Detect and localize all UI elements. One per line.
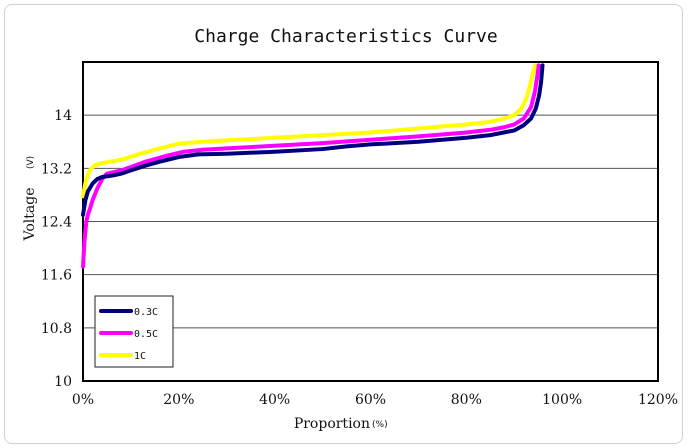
legend-label: 1C: [134, 351, 146, 362]
legend-label: 0.3C: [134, 307, 158, 318]
chart-title: Charge Characteristics Curve: [194, 26, 497, 47]
y-tick-label: 11.6: [41, 268, 72, 284]
y-tick-label: 13.2: [41, 161, 72, 177]
x-tick-label: 120%: [638, 392, 678, 408]
y-tick-label: 14: [54, 108, 72, 124]
y-tick-label: 10: [54, 374, 72, 390]
y-axis-unit: (V): [26, 156, 36, 169]
y-tick-label: 10.8: [41, 321, 72, 337]
x-axis-unit: (%): [372, 420, 388, 430]
x-tick-label: 100%: [542, 392, 582, 408]
x-axis-title: Proportion: [294, 416, 370, 432]
series-layer: [83, 65, 543, 266]
x-tick-label: 80%: [451, 392, 482, 408]
x-tick-label: 0%: [72, 392, 94, 408]
x-tick-label: 40%: [259, 392, 290, 408]
legend-label: 0.5C: [134, 329, 158, 340]
y-axis-title: Voltage: [22, 188, 38, 242]
x-tick-label: 60%: [355, 392, 386, 408]
y-tick-label: 12.4: [41, 215, 72, 231]
x-tick-label: 20%: [163, 392, 194, 408]
legend: 0.3C 0.5C 1C: [95, 296, 173, 367]
x-axis-ticks: 0% 20% 40% 60% 80% 100% 120%: [72, 392, 678, 408]
series-line-0-3c: [83, 65, 543, 215]
y-axis-ticks: 10 10.8 11.6 12.4 13.2 14: [41, 108, 72, 390]
